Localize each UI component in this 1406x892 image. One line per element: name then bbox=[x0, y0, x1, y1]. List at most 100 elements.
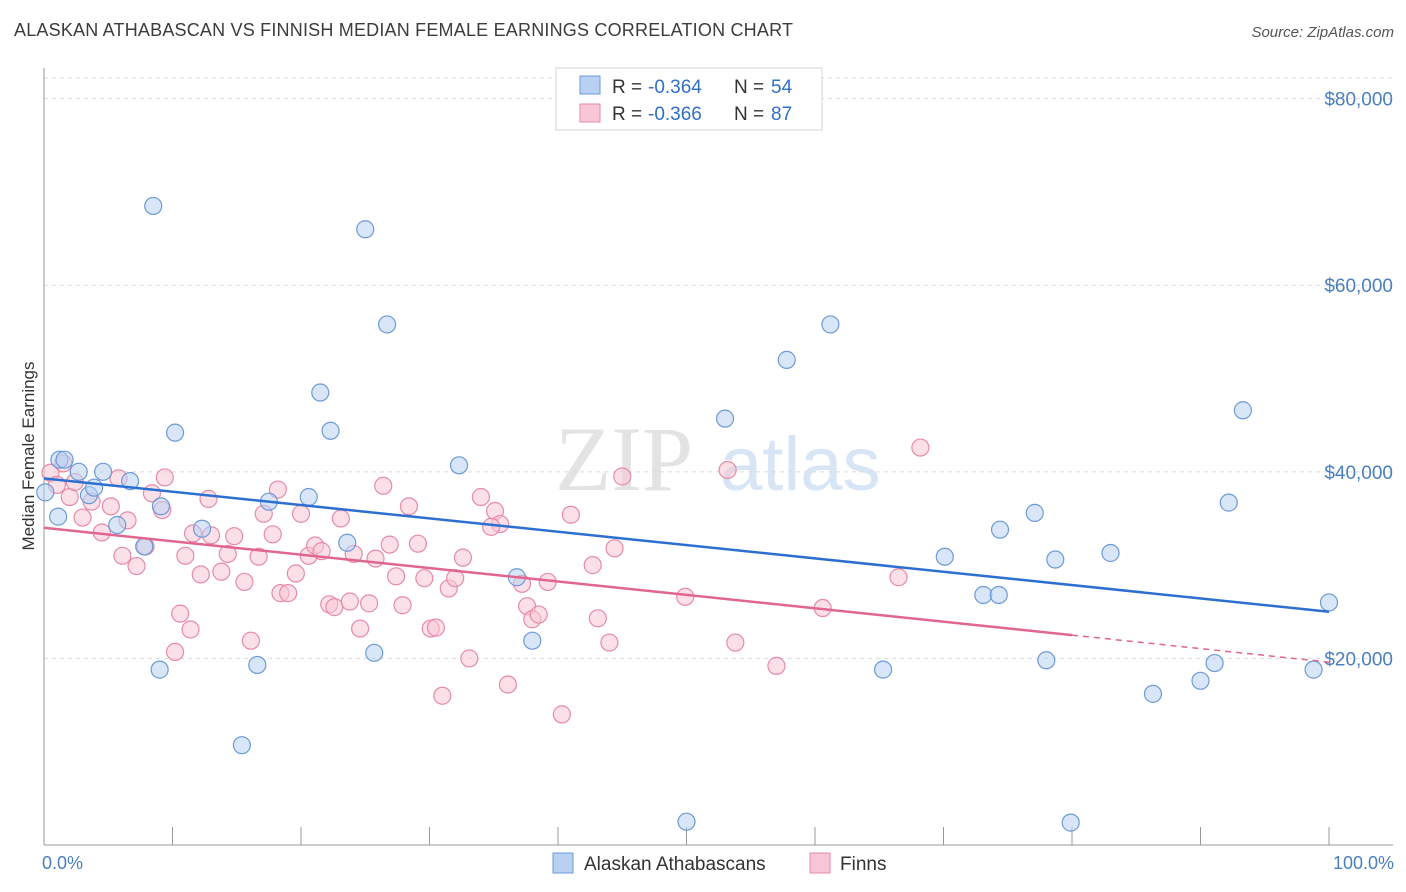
finns-point bbox=[380, 535, 399, 554]
legend-n-label-1: N = bbox=[734, 77, 769, 98]
legend-r-value-2: -0.366 bbox=[648, 104, 702, 125]
legend-swatch-pink bbox=[579, 103, 601, 123]
athabascan-point bbox=[935, 547, 954, 566]
athabascan-point bbox=[135, 537, 154, 556]
finns-point bbox=[498, 675, 517, 694]
watermark-zip: ZIP bbox=[555, 408, 693, 510]
athabascan-point bbox=[232, 736, 251, 755]
athabascan-point bbox=[874, 660, 893, 679]
athabascan-point bbox=[1143, 684, 1163, 703]
legend-r-value-1: -0.364 bbox=[648, 77, 702, 98]
athabascan-point bbox=[677, 812, 696, 831]
finns-point bbox=[399, 497, 419, 516]
finns-point bbox=[408, 534, 428, 553]
finns-point bbox=[325, 598, 344, 617]
finns-point bbox=[426, 618, 446, 637]
finns-point bbox=[286, 564, 305, 583]
finns-point bbox=[374, 476, 393, 495]
athabascan-point bbox=[36, 483, 55, 502]
athabascan-point bbox=[338, 533, 357, 552]
finns-point bbox=[241, 631, 260, 650]
finns-point bbox=[552, 705, 571, 724]
athabascan-point bbox=[523, 631, 542, 650]
athabascan-point bbox=[108, 515, 127, 535]
athabascan-point bbox=[821, 315, 840, 334]
legend-n-label-2: N = bbox=[734, 104, 769, 125]
finns-point bbox=[268, 480, 287, 499]
athabascan-point bbox=[55, 450, 74, 469]
finns-point bbox=[433, 686, 452, 705]
finns-point bbox=[176, 546, 195, 565]
finns-point bbox=[767, 656, 786, 675]
finns-point bbox=[482, 517, 501, 536]
finns-point bbox=[471, 487, 490, 507]
athabascan-point bbox=[321, 421, 340, 440]
bottom-legend-swatch-pink bbox=[809, 852, 831, 874]
finns-point bbox=[889, 568, 908, 587]
athabascan-point bbox=[1037, 651, 1056, 670]
y-axis-tick-labels: $20,000 $40,000 $60,000 $80,000 bbox=[1324, 90, 1393, 671]
finns-point bbox=[199, 489, 218, 508]
legend-n-value-2: 87 bbox=[771, 104, 792, 125]
bottom-legend: Alaskan Athabascans Finns bbox=[552, 852, 886, 875]
finns-point bbox=[529, 605, 548, 624]
athabascan-point bbox=[311, 383, 330, 402]
athabascan-point bbox=[990, 520, 1010, 539]
athabascan-point bbox=[974, 585, 993, 605]
y-tick-label: $20,000 bbox=[1324, 649, 1393, 670]
athabascan-point bbox=[165, 423, 185, 442]
athabascan-point bbox=[192, 519, 212, 538]
finns-point bbox=[171, 604, 190, 623]
athabascan-point bbox=[1219, 493, 1238, 512]
athabascan-point bbox=[1205, 653, 1224, 673]
finns-point bbox=[366, 549, 385, 568]
athabascan-point bbox=[1319, 593, 1339, 612]
finns-point bbox=[911, 438, 930, 457]
athabascan-point bbox=[299, 487, 318, 507]
athabascan-point bbox=[449, 456, 469, 475]
y-tick-label: $40,000 bbox=[1324, 463, 1393, 484]
bottom-legend-swatch-blue bbox=[552, 852, 574, 874]
trend-lines bbox=[43, 477, 1330, 663]
athabascan-point bbox=[94, 462, 113, 481]
y-tick-label: $80,000 bbox=[1324, 90, 1393, 111]
finns-point bbox=[101, 497, 120, 516]
finns-point bbox=[583, 556, 602, 575]
finns-point bbox=[726, 633, 745, 652]
bottom-legend-label-finns: Finns bbox=[840, 854, 886, 875]
finns-point bbox=[212, 562, 231, 581]
finns-point bbox=[113, 546, 132, 565]
finns-point bbox=[73, 508, 92, 527]
athabascan-point bbox=[1101, 543, 1120, 563]
finns-point bbox=[291, 504, 311, 523]
finns-point bbox=[351, 619, 370, 638]
source-label: Source: ZipAtlas.com bbox=[1251, 24, 1394, 41]
finns-point bbox=[263, 525, 282, 544]
athabascan-point bbox=[1233, 401, 1253, 420]
finns-point bbox=[191, 565, 210, 584]
athabascan-point bbox=[151, 497, 171, 516]
y-tick-label: $60,000 bbox=[1324, 276, 1393, 297]
finns-point bbox=[340, 592, 359, 611]
athabascan-point bbox=[1061, 813, 1080, 832]
finns-point bbox=[393, 596, 412, 615]
athabascan-point bbox=[144, 196, 163, 216]
athabascan-point bbox=[120, 472, 140, 491]
finns-point bbox=[249, 547, 268, 566]
finns-point bbox=[360, 594, 379, 613]
finns-point bbox=[718, 460, 737, 480]
watermark-atlas: atlas bbox=[720, 422, 881, 507]
finns-point bbox=[561, 505, 580, 524]
finns-point bbox=[181, 620, 200, 639]
finns-point bbox=[127, 556, 146, 576]
finns-point bbox=[155, 468, 174, 487]
finns-point bbox=[460, 649, 479, 668]
finns-trend-line bbox=[43, 526, 1073, 637]
athabascan-point bbox=[365, 643, 384, 662]
chart-title: ALASKAN ATHABASCAN VS FINNISH MEDIAN FEM… bbox=[14, 20, 794, 40]
y-axis-label: Median Female Earnings bbox=[19, 362, 38, 551]
finns-point bbox=[386, 567, 406, 586]
legend-n-value-1: 54 bbox=[771, 77, 793, 98]
finns-point bbox=[676, 587, 695, 606]
